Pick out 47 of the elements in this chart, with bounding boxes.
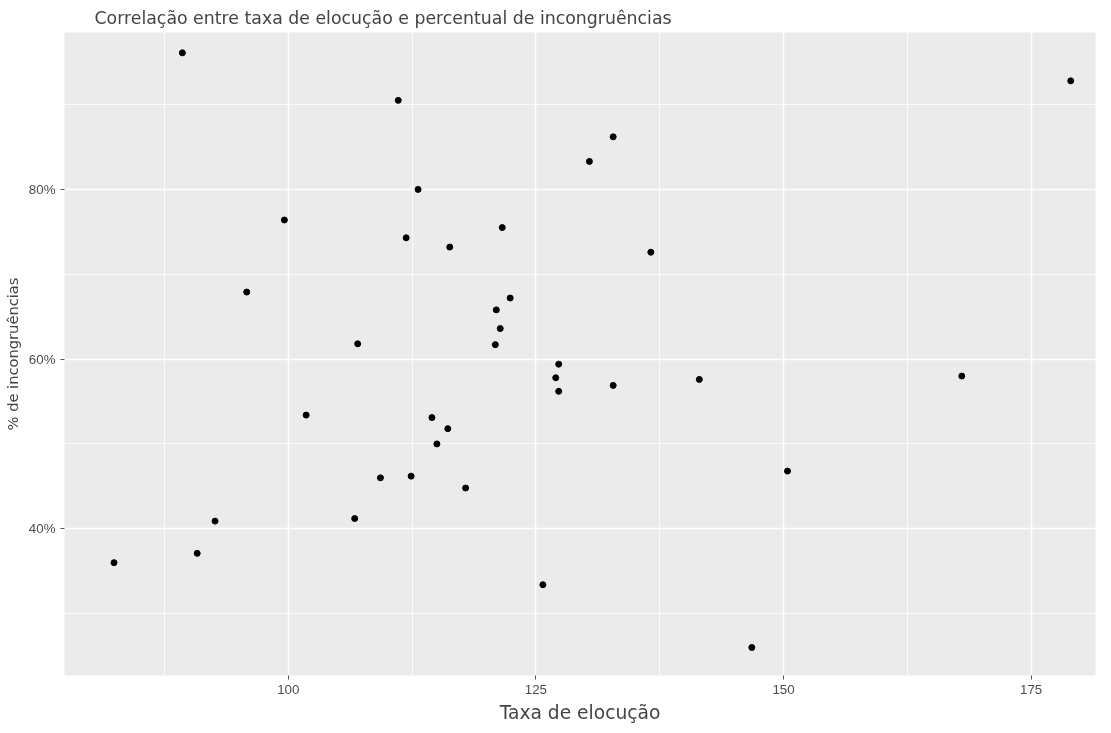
point [609,133,617,141]
point [695,375,703,383]
x-tick-label: 100 [277,681,300,697]
point [351,515,359,523]
x-tick-label: 150 [772,681,795,697]
point [585,157,593,165]
y-tick-label: 80% [28,181,56,197]
point [243,288,251,296]
point [462,484,470,492]
point [376,474,384,482]
point [280,216,288,224]
point [555,387,563,395]
point [193,549,201,557]
point [748,644,756,651]
point [178,49,186,57]
x-tick-label: 175 [1020,681,1043,697]
point [958,372,966,380]
point [783,467,791,475]
point [609,381,617,389]
point [539,581,547,589]
point [446,243,454,251]
y-tick-label: 40% [28,521,56,537]
point [302,411,310,419]
point [492,306,500,314]
point [552,374,560,382]
point [428,414,436,422]
point [1067,77,1075,85]
point [407,472,415,480]
point [444,425,452,433]
point [498,224,506,232]
point [402,234,410,242]
point [394,96,402,104]
point [211,517,219,525]
point [110,559,118,567]
point [491,341,499,349]
chart-title: Correlação entre taxa de elocução e percentual de incongruências [94,7,672,28]
x-axis-title: Taxa de elocução [498,701,661,723]
y-tick-label: 60% [28,351,56,367]
point [414,185,422,193]
y-axis-title: % de incongruências [3,277,21,431]
point [354,340,362,348]
point [496,325,504,333]
x-tick-label: 125 [524,681,548,697]
point [506,294,514,302]
point [555,360,563,368]
point [433,440,441,448]
point [647,248,655,256]
